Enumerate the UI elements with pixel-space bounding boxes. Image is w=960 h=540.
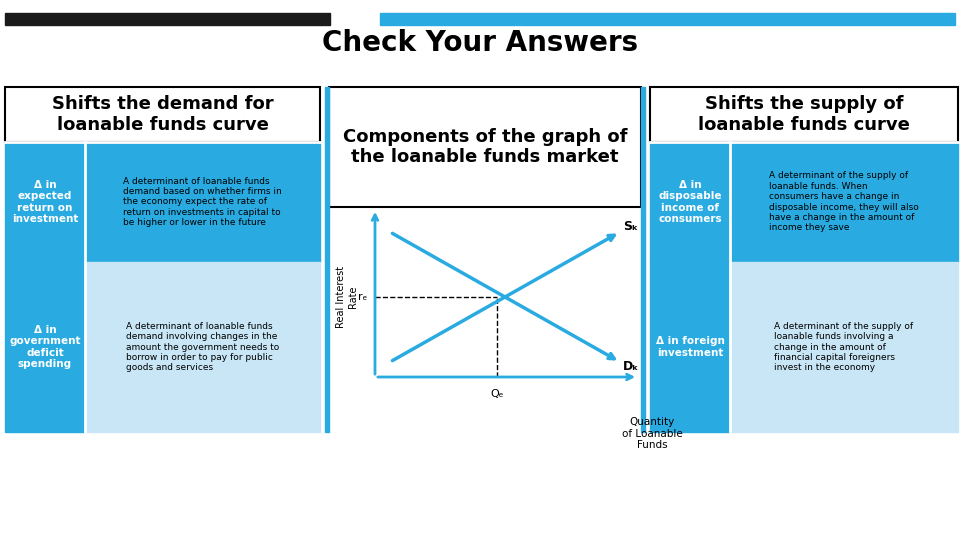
Text: A determinant of loanable funds
demand based on whether firms in
the economy exp: A determinant of loanable funds demand b… <box>123 177 282 227</box>
Text: Components of the graph of
the loanable funds market: Components of the graph of the loanable … <box>343 127 627 166</box>
Text: Shifts the demand for
loanable funds curve: Shifts the demand for loanable funds cur… <box>52 95 274 134</box>
Text: A determinant of the supply of
loanable funds involving a
change in the amount o: A determinant of the supply of loanable … <box>775 322 914 372</box>
Bar <box>5 13 330 25</box>
Text: Sₖ: Sₖ <box>623 220 638 233</box>
Text: Quantity
of Loanable
Funds: Quantity of Loanable Funds <box>622 417 683 450</box>
Bar <box>650 142 730 262</box>
Bar <box>650 262 730 432</box>
Bar <box>325 87 329 432</box>
Text: Δ in
disposable
income of
consumers: Δ in disposable income of consumers <box>659 180 722 225</box>
Text: Δ in
government
deficit
spending: Δ in government deficit spending <box>10 325 81 369</box>
Text: Shifts the supply of
loanable funds curve: Shifts the supply of loanable funds curv… <box>698 95 910 134</box>
Text: Qₑ: Qₑ <box>491 389 504 399</box>
Text: Real Interest
Rate: Real Interest Rate <box>336 266 358 328</box>
Bar <box>380 13 955 25</box>
Text: rₑ: rₑ <box>358 292 367 302</box>
Text: Check Your Answers: Check Your Answers <box>322 29 638 57</box>
Bar <box>730 262 958 432</box>
Bar <box>5 262 85 432</box>
FancyBboxPatch shape <box>5 87 320 142</box>
Bar <box>641 87 645 432</box>
Bar <box>85 262 320 432</box>
FancyBboxPatch shape <box>650 87 958 142</box>
Text: Δ in foreign
investment: Δ in foreign investment <box>656 336 725 358</box>
Text: Dₖ: Dₖ <box>623 360 639 373</box>
FancyBboxPatch shape <box>329 87 641 207</box>
Text: A determinant of loanable funds
demand involving changes in the
amount the gover: A determinant of loanable funds demand i… <box>126 322 279 372</box>
Bar <box>730 142 958 262</box>
Text: Δ in
expected
return on
investment: Δ in expected return on investment <box>12 180 78 225</box>
Bar <box>5 142 85 262</box>
Text: A determinant of the supply of
loanable funds. When
consumers have a change in
d: A determinant of the supply of loanable … <box>769 172 919 233</box>
Bar <box>85 142 320 262</box>
